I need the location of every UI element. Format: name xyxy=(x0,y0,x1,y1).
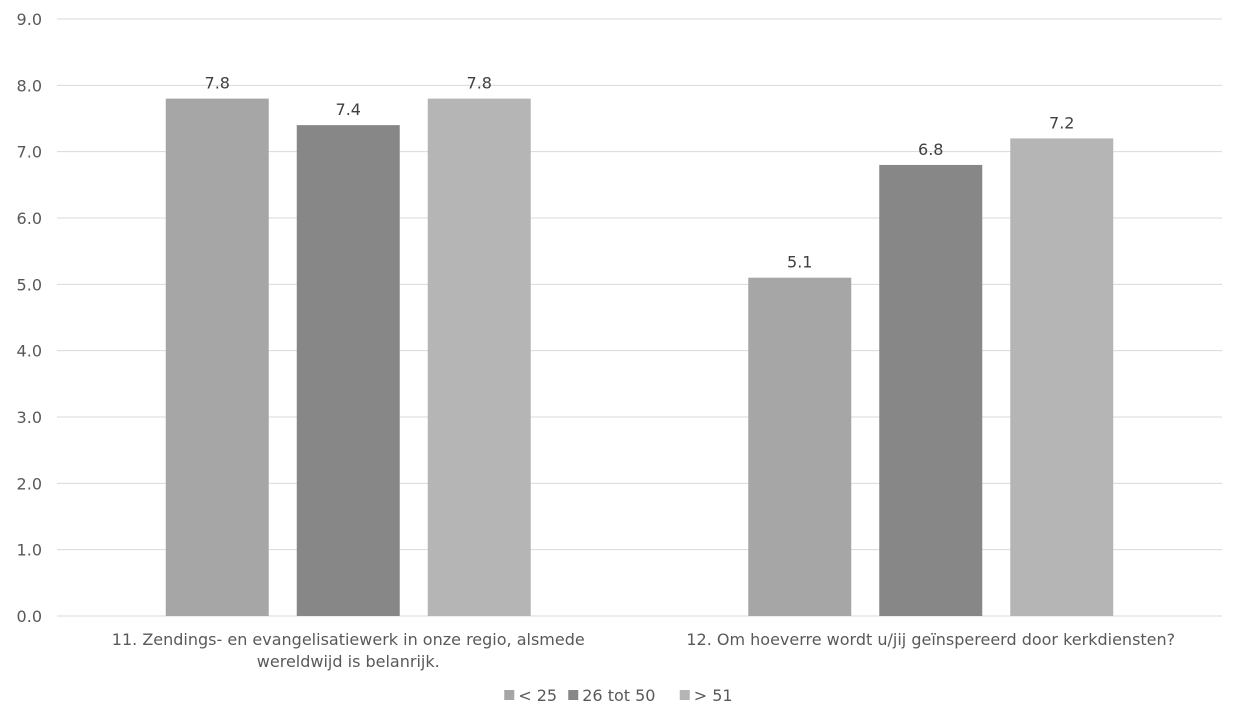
legend-swatch xyxy=(504,690,515,700)
category-label: 11. Zendings- en evangelisatiewerk in on… xyxy=(112,630,585,649)
category-label: 12. Om hoeverre wordt u/jij geïnspereerd… xyxy=(686,630,1175,649)
bar xyxy=(427,98,531,617)
data-labels: 7.8 7.4 7.8 5.1 6.8 7.2 xyxy=(205,74,1075,272)
data-label: 5.1 xyxy=(787,253,812,272)
bar xyxy=(1010,138,1114,616)
category-label: wereldwijd is belanrijk. xyxy=(257,652,440,671)
bars xyxy=(165,98,1114,617)
y-tick-label: 6.0 xyxy=(17,209,42,228)
data-label: 7.4 xyxy=(336,100,361,119)
y-tick-label: 2.0 xyxy=(17,474,42,493)
y-tick-label: 4.0 xyxy=(17,342,42,361)
legend-swatch xyxy=(679,690,690,700)
legend-swatch xyxy=(568,690,579,700)
bar xyxy=(296,125,400,616)
legend-label: < 25 xyxy=(518,686,557,705)
data-label: 7.8 xyxy=(205,74,230,93)
legend: < 25 26 tot 50 > 51 xyxy=(504,686,733,705)
legend-item: 26 tot 50 xyxy=(568,686,655,705)
y-tick-label: 9.0 xyxy=(17,10,42,29)
bar xyxy=(879,164,983,616)
y-tick-label: 7.0 xyxy=(17,143,42,162)
bar xyxy=(748,277,852,616)
y-tick-label: 8.0 xyxy=(17,76,42,95)
data-label: 7.2 xyxy=(1049,113,1074,132)
legend-item: > 51 xyxy=(679,686,733,705)
legend-item: < 25 xyxy=(504,686,557,705)
y-axis-ticks: 0.0 1.0 2.0 3.0 4.0 5.0 6.0 7.0 8.0 9.0 xyxy=(17,10,42,626)
data-label: 7.8 xyxy=(467,74,492,93)
bar xyxy=(165,98,269,617)
legend-label: 26 tot 50 xyxy=(582,686,655,705)
y-tick-label: 0.0 xyxy=(17,607,42,626)
data-label: 6.8 xyxy=(918,140,943,159)
y-tick-label: 1.0 xyxy=(17,541,42,560)
y-tick-label: 3.0 xyxy=(17,408,42,427)
x-axis-categories: 11. Zendings- en evangelisatiewerk in on… xyxy=(112,630,1175,671)
legend-label: > 51 xyxy=(694,686,733,705)
y-tick-label: 5.0 xyxy=(17,275,42,294)
